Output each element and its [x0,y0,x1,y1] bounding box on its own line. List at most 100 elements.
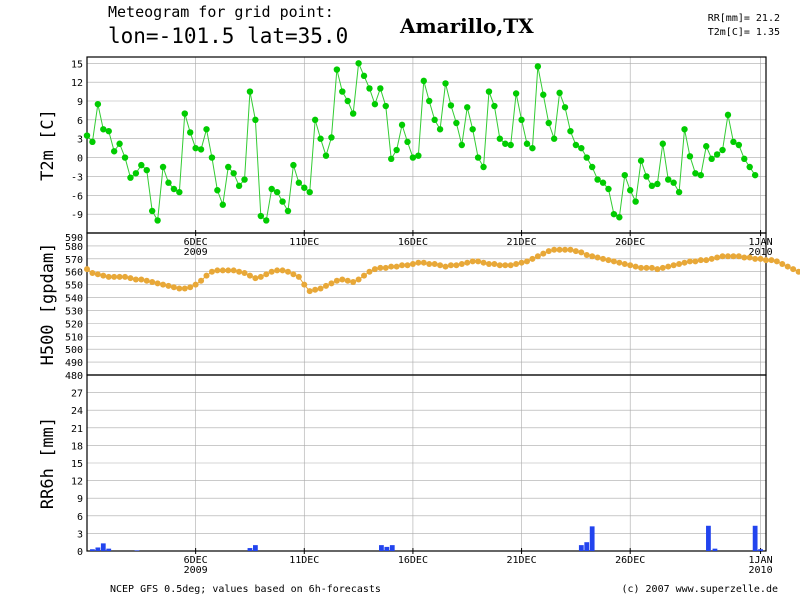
t2m-point [377,85,384,92]
h500-point [127,275,134,282]
h500-point [246,272,253,279]
h500-point [377,264,384,271]
t2m-point [692,170,699,177]
h500-point [355,276,362,283]
h500-point [170,284,177,291]
t2m-point [599,179,607,186]
t2m-point [431,116,438,124]
t2m-point [170,185,178,193]
h500-point [540,250,547,257]
h500-point [496,262,503,269]
t2m-point [735,141,743,149]
rr6h-bar [389,545,395,551]
t2m-point [632,198,639,205]
h500-point [382,264,389,271]
title-line-2: lon=-101.5 lat=35.0 [108,24,349,48]
h500-point [676,260,683,267]
t2m-point [746,163,753,171]
h500-point [583,251,590,258]
t2m-point [83,132,91,139]
t2m-point [132,170,140,177]
t2m-point [556,89,563,97]
h500-point [610,258,617,265]
h500-point [670,262,677,269]
h500-point [361,272,368,279]
t2m-point [572,141,580,149]
h500-point [339,276,346,283]
h500-point [502,262,509,269]
t2m-point [469,126,476,133]
t2m-point [214,187,221,194]
h500-point [333,277,340,284]
h500-point [89,270,96,277]
t2m-point [713,151,721,158]
t2m-point [263,217,270,224]
t2m-ytick-label: 3 [77,135,83,146]
rr6h-xtick-sublabel: 2009 [184,565,208,576]
t2m-point [594,176,601,183]
rr6h-bar [100,543,106,551]
t2m-point [540,91,547,98]
t2m-point [322,152,330,159]
city-name: Amarillo,TX [400,14,534,38]
h500-point [323,282,330,289]
t2m-point [295,179,303,186]
h500-point [181,285,188,292]
h500-point [795,268,800,275]
t2m-point [393,146,400,154]
h500-point [94,271,101,278]
t2m-point [426,97,433,105]
h500-point [523,258,530,265]
t2m-point [349,110,357,117]
h500-point [621,260,628,267]
h500-point [768,257,775,264]
t2m-xtick-sublabel: 2010 [749,247,773,258]
footer-source: NCEP GFS 0.5deg; values based on 6h-fore… [110,584,381,595]
rr6h-bar [379,545,384,551]
t2m-point [675,188,683,196]
rr6h-xtick-sublabel: 2010 [749,565,773,576]
t2m-point [333,66,341,73]
h500-ylabel: H500 [gpdam] [38,243,58,366]
h500-point [757,255,764,262]
h500-point [203,272,210,279]
t2m-point [143,166,150,174]
h500-point [257,273,264,280]
t2m-point [257,212,265,220]
t2m-point [436,126,444,133]
rr6h-bar [90,549,95,551]
h500-point [464,259,471,266]
h500-point [453,262,460,269]
h500-point [100,272,107,279]
t2m-point [567,127,574,135]
t2m-point [730,138,737,146]
h500-point [225,267,232,274]
t2m-point [344,97,351,105]
rr6h-panel-frame [86,374,767,552]
t2m-point [192,144,199,152]
h500-point [686,258,693,265]
t2m-point [605,185,612,193]
h500-point [507,262,514,269]
h500-point [469,258,476,265]
t2m-point [637,157,645,164]
rr6h-xtick-label: 1JAN [749,555,773,566]
t2m-point [116,140,123,147]
t2m-point [148,207,156,215]
rr6h-bar [106,548,112,551]
h500-point [426,260,433,267]
t2m-summary: T2m[C]= 1.35 [707,27,780,38]
h500-point [534,253,541,260]
t2m-xtick-label: 11DEC [289,237,319,248]
t2m-point [311,116,319,124]
t2m-point [105,127,112,135]
h500-point [154,280,161,287]
t2m-ytick-label: 12 [71,78,83,89]
rr6h-bar [589,526,595,551]
h500-point [437,262,444,269]
rr6h-bar [712,548,718,551]
t2m-point [480,163,487,171]
t2m-point [703,143,710,150]
h500-point [284,268,291,275]
h500-point [714,254,721,261]
